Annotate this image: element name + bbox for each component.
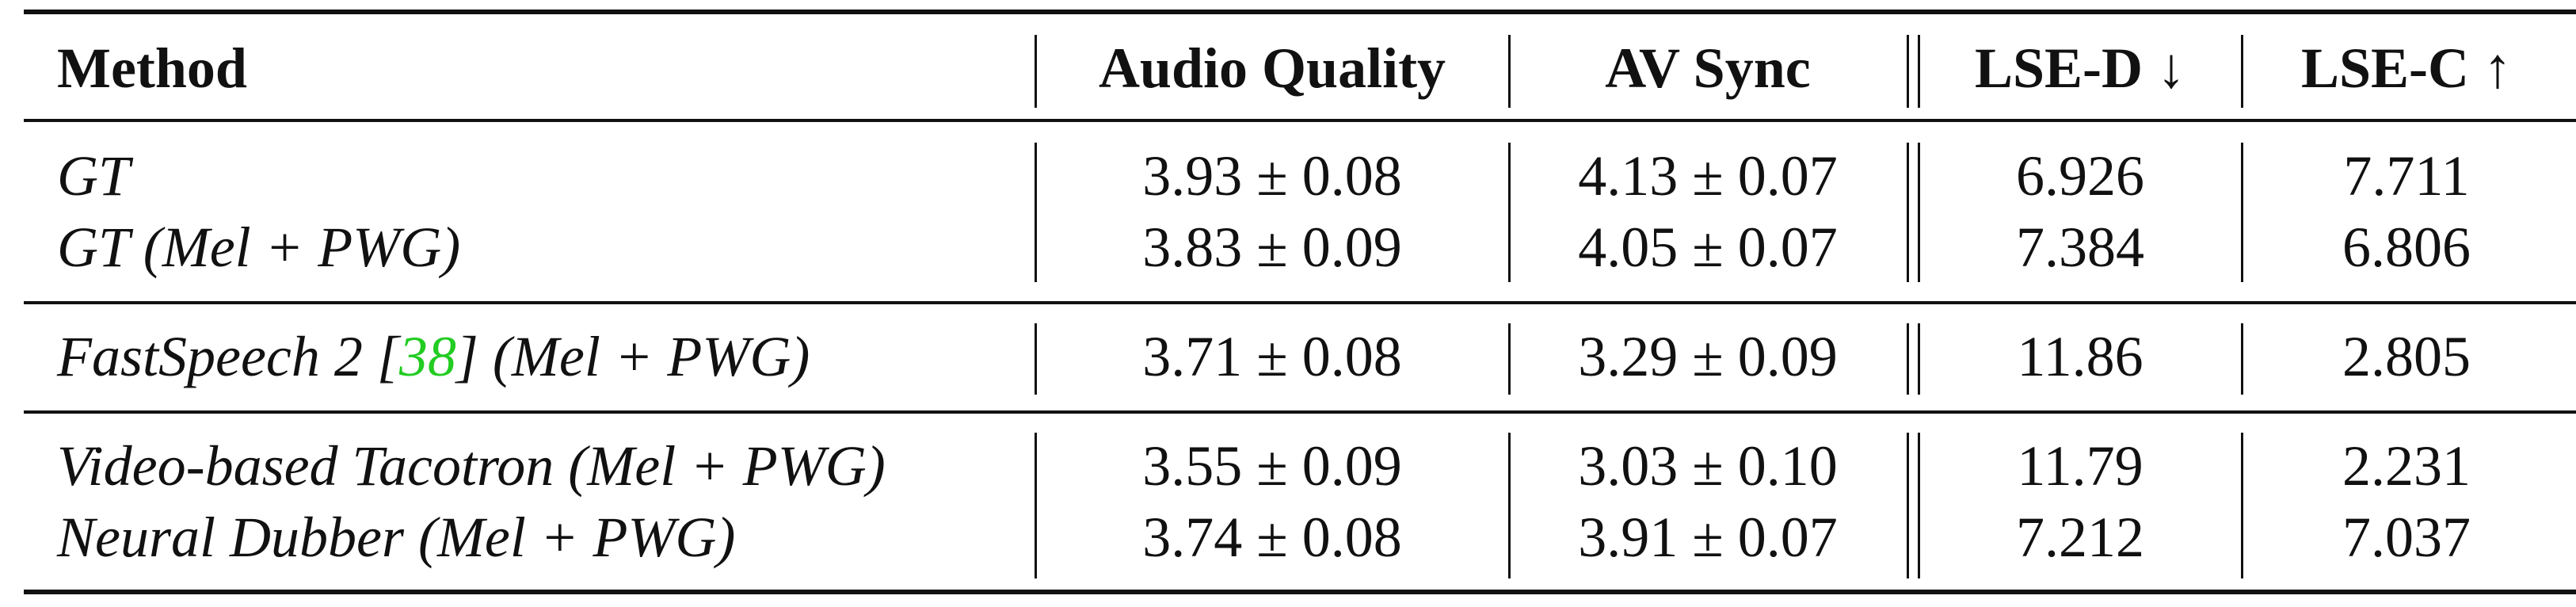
- row-gt-mel-pwg-lse-d: 7.384: [2016, 216, 2144, 279]
- row-gt-mel-pwg-audio-quality: 3.83 ± 0.09: [1142, 216, 1402, 279]
- header-lse-d: LSE-D ↓: [1974, 36, 2186, 100]
- group-rule-1: [24, 301, 2576, 304]
- row-neural-dubber-audio-quality: 3.74 ± 0.08: [1142, 506, 1402, 569]
- column-divider: [1508, 143, 1511, 282]
- method-text: ] (Mel + PWG): [455, 325, 810, 388]
- bottom-rule: [24, 590, 2576, 594]
- row-fastspeech2-av-sync: 3.29 ± 0.09: [1578, 325, 1838, 388]
- row-fastspeech2-lse-d: 11.86: [2017, 325, 2143, 388]
- row-fastspeech2-method: FastSpeech 2 [38] (Mel + PWG): [57, 319, 1008, 395]
- header-rule: [24, 119, 2576, 122]
- header-audio-quality: Audio Quality: [1098, 36, 1446, 100]
- header-av-sync: AV Sync: [1605, 36, 1811, 100]
- column-divider: [2241, 143, 2243, 282]
- row-gt-lse-c: 7.711: [2343, 144, 2470, 208]
- method-text: FastSpeech 2 [: [57, 325, 399, 388]
- column-divider: [2241, 323, 2243, 395]
- column-divider-double: [1918, 323, 1920, 395]
- column-divider-double: [1907, 35, 1909, 108]
- row-neural-dubber-lse-c: 7.037: [2342, 506, 2471, 569]
- row-gt-mel-pwg-lse-c: 6.806: [2342, 216, 2471, 279]
- column-divider: [2241, 35, 2243, 108]
- row-gt-lse-d: 6.926: [2016, 144, 2144, 208]
- column-divider-double: [1907, 323, 1909, 395]
- row-gt-mel-pwg-method: GT (Mel + PWG): [57, 216, 461, 279]
- row-fastspeech2-audio-quality: 3.71 ± 0.08: [1142, 325, 1402, 388]
- column-divider-double: [1918, 35, 1920, 108]
- column-divider-double: [1907, 143, 1909, 282]
- column-divider: [1508, 35, 1511, 108]
- column-divider: [1035, 433, 1037, 578]
- row-video-tacotron-method: Video-based Tacotron (Mel + PWG): [57, 434, 886, 498]
- column-divider: [1035, 143, 1037, 282]
- row-video-tacotron-lse-c: 2.231: [2342, 434, 2471, 498]
- group-rule-2: [24, 410, 2576, 414]
- row-neural-dubber-lse-d: 7.212: [2016, 506, 2144, 569]
- column-divider: [1035, 323, 1037, 395]
- header-method: Method: [57, 36, 247, 100]
- row-video-tacotron-lse-d: 11.79: [2017, 434, 2143, 498]
- row-fastspeech2-lse-c: 2.805: [2342, 325, 2471, 388]
- row-neural-dubber-method: Neural Dubber (Mel + PWG): [57, 506, 736, 569]
- row-gt-mel-pwg-av-sync: 4.05 ± 0.07: [1578, 216, 1838, 279]
- column-divider: [1508, 433, 1511, 578]
- row-gt-audio-quality: 3.93 ± 0.08: [1142, 144, 1402, 208]
- top-rule: [24, 10, 2576, 14]
- row-gt-method: GT: [57, 144, 131, 208]
- column-divider-double: [1918, 143, 1920, 282]
- column-divider: [1035, 35, 1037, 108]
- column-divider-double: [1918, 433, 1920, 578]
- column-divider: [2241, 433, 2243, 578]
- column-divider-double: [1907, 433, 1909, 578]
- column-divider: [1508, 323, 1511, 395]
- row-neural-dubber-av-sync: 3.91 ± 0.07: [1578, 506, 1838, 569]
- header-lse-c: LSE-C ↑: [2300, 36, 2513, 100]
- citation-link[interactable]: 38: [398, 325, 456, 388]
- row-video-tacotron-audio-quality: 3.55 ± 0.09: [1142, 434, 1402, 498]
- row-gt-av-sync: 4.13 ± 0.07: [1578, 144, 1838, 208]
- row-video-tacotron-av-sync: 3.03 ± 0.10: [1578, 434, 1838, 498]
